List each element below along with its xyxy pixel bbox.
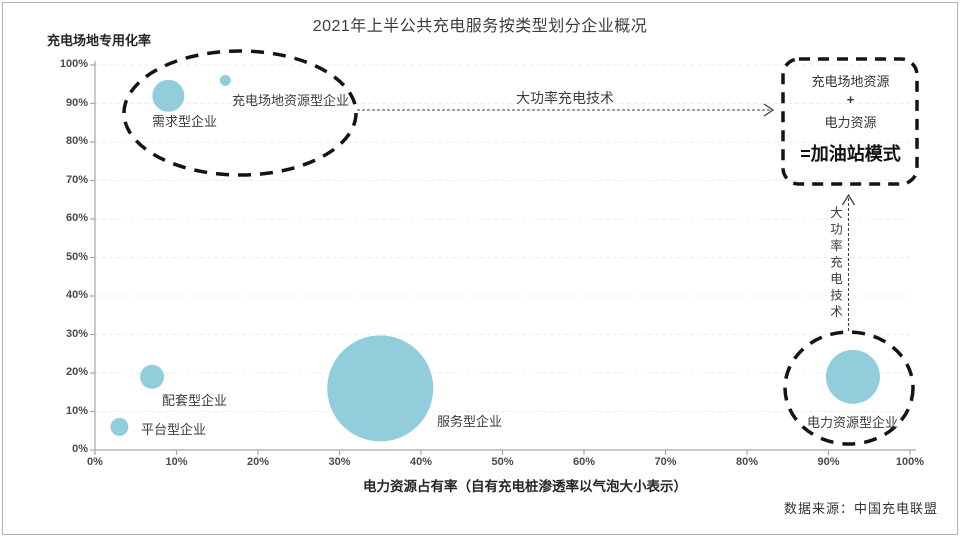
combo-box-line2: 电力资源: [824, 115, 877, 130]
bubble-supporting: [140, 364, 165, 389]
v-arrow-label: 大功率充电技术: [828, 206, 842, 322]
bottom-cluster-ellipse: [783, 330, 915, 446]
x-tick-label: 70%: [654, 456, 677, 468]
y-tick-label: 0%: [72, 443, 88, 455]
bubble-label-service: 服务型企业: [437, 414, 503, 429]
x-tick-label: 60%: [572, 456, 596, 468]
bubble-platform: [110, 417, 129, 436]
combo-box-result: =加油站模式: [800, 144, 901, 164]
x-axis-title: 电力资源占有率（自有充电桩渗透率以气泡大小表示）: [363, 479, 687, 494]
h-arrow-head-icon: [763, 103, 775, 117]
combo-box-plus: +: [846, 92, 855, 107]
x-tick-label: 80%: [735, 456, 759, 468]
x-tick-label: 30%: [328, 456, 351, 468]
y-tick-label: 10%: [65, 404, 88, 417]
data-source: 数据来源：中国充电联盟: [783, 501, 938, 516]
x-tick-label: 20%: [246, 456, 270, 468]
combo-box-line1: 充电场地资源: [811, 74, 890, 89]
y-tick-label: 40%: [65, 289, 88, 301]
y-axis-title: 充电场地专用化率: [47, 33, 152, 48]
y-tick-label: 90%: [65, 96, 88, 109]
y-tick-label: 100%: [59, 58, 88, 70]
y-tick-label: 20%: [65, 366, 88, 378]
y-tick-label: 60%: [65, 212, 88, 224]
y-tick-label: 50%: [65, 250, 88, 263]
h-arrow-label: 大功率充电技术: [516, 90, 614, 106]
bubble-site-resource: [219, 74, 231, 86]
bubble-power-resource: [825, 349, 880, 404]
x-tick-label: 0%: [87, 456, 103, 468]
chart-title: 2021年上半公共充电服务按类型划分企业概况: [312, 18, 648, 35]
v-arrow-head-icon: [841, 193, 856, 206]
bubble-label-platform: 平台型企业: [141, 422, 207, 437]
bubble-label-supporting: 配套型企业: [162, 393, 228, 408]
combo-box-outline: [781, 57, 919, 186]
y-tick-label: 80%: [65, 135, 88, 147]
x-tick-label: 40%: [409, 456, 433, 468]
bubble-demand: [152, 79, 185, 112]
x-tick-label: 10%: [165, 456, 188, 468]
bubble-service: [327, 335, 434, 442]
bubble-label-demand: 需求型企业: [152, 114, 218, 129]
bubble-label-power-resource: 电力资源型企业: [807, 415, 899, 430]
x-tick-label: 50%: [491, 456, 514, 468]
x-tick-label: 100%: [895, 456, 925, 468]
x-tick-label: 90%: [817, 456, 840, 468]
top-cluster-ellipse: [122, 49, 358, 177]
y-tick-label: 30%: [65, 327, 88, 340]
bubble-label-site-resource: 充电场地资源型企业: [232, 93, 350, 108]
y-tick-label: 70%: [65, 173, 88, 186]
